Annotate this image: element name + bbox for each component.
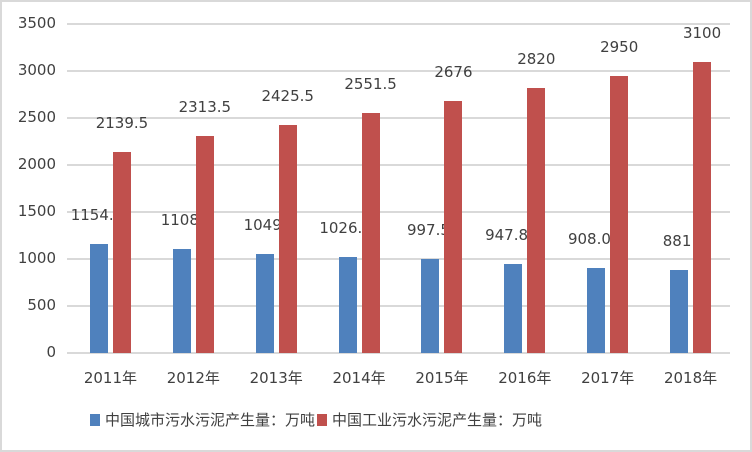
data-label: 2313.5 bbox=[178, 97, 232, 116]
data-label: 908.07 bbox=[567, 229, 621, 248]
legend-swatch-urban-icon bbox=[90, 413, 100, 426]
y-tick-label: 2000 bbox=[17, 155, 56, 173]
x-tick-label: 2012年 bbox=[166, 369, 220, 387]
y-tick-label: 2500 bbox=[17, 108, 56, 126]
data-label: 2425.5 bbox=[261, 87, 314, 105]
data-label: 881 bbox=[662, 232, 692, 251]
legend-item-industrial[interactable]: 中国工业污水污泥产生量：万吨 bbox=[317, 409, 542, 430]
legend-item-urban[interactable]: 中国城市污水污泥产生量：万吨 bbox=[90, 409, 315, 430]
bar-urban[interactable] bbox=[587, 267, 606, 353]
y-tick-label: 0 bbox=[46, 343, 56, 361]
data-label: 2676 bbox=[434, 63, 473, 82]
legend-swatch-industrial-icon bbox=[317, 413, 328, 426]
gridline bbox=[67, 117, 730, 119]
gridline bbox=[67, 305, 730, 307]
gridline bbox=[67, 211, 730, 213]
bar-industrial[interactable] bbox=[195, 135, 214, 353]
gridline bbox=[67, 352, 730, 354]
x-tick-label: 2016年 bbox=[498, 369, 552, 387]
data-label: 2551.5 bbox=[344, 75, 397, 94]
bar-urban[interactable] bbox=[338, 256, 357, 353]
data-label: 1108 bbox=[160, 210, 199, 229]
bar-industrial[interactable] bbox=[361, 113, 380, 353]
legend-label-urban: 中国城市污水污泥产生量：万吨 bbox=[105, 411, 316, 429]
gridline bbox=[67, 70, 730, 72]
plot-area: 1154.5 2139.5 1108 2313.5 1049 2425.5 1026.5 25… bbox=[67, 23, 730, 354]
data-label: 3100 bbox=[682, 23, 722, 42]
legend: 中国城市污水污泥产生量：万吨 中国工业污水污泥产生量：万吨 bbox=[90, 409, 544, 430]
bar-urban[interactable] bbox=[421, 259, 440, 353]
y-tick-label: 1000 bbox=[17, 249, 56, 267]
x-tick-label: 2013年 bbox=[249, 369, 303, 387]
bar-urban[interactable] bbox=[255, 254, 274, 353]
bar-industrial[interactable] bbox=[610, 75, 629, 353]
x-tick-label: 2018年 bbox=[663, 369, 718, 387]
bar-urban[interactable] bbox=[89, 244, 108, 353]
data-label: 1049 bbox=[243, 216, 282, 235]
gridline bbox=[67, 258, 730, 260]
data-label: 947.87 bbox=[485, 225, 538, 244]
y-tick-label: 1500 bbox=[17, 202, 56, 220]
y-tick-label: 3500 bbox=[17, 14, 56, 32]
data-label: 1026.5 bbox=[319, 218, 372, 237]
data-label: 2950 bbox=[600, 37, 639, 56]
bar-industrial[interactable] bbox=[444, 101, 463, 353]
bar-urban[interactable] bbox=[504, 263, 523, 353]
x-tick-label: 2011年 bbox=[83, 369, 138, 387]
data-label: 997.5 bbox=[406, 221, 450, 240]
bar-industrial[interactable] bbox=[527, 87, 546, 353]
legend-label-industrial: 中国工业污水污泥产生量：万吨 bbox=[332, 411, 543, 429]
x-tick-label: 2017年 bbox=[581, 369, 635, 387]
data-label: 2820 bbox=[517, 49, 556, 68]
bar-industrial[interactable] bbox=[112, 151, 131, 353]
bar-urban[interactable] bbox=[172, 248, 191, 353]
bar-industrial[interactable] bbox=[693, 61, 712, 353]
x-tick-label: 2014年 bbox=[332, 369, 386, 387]
y-tick-label: 3000 bbox=[17, 61, 56, 79]
gridline bbox=[67, 164, 730, 166]
bar-urban[interactable] bbox=[670, 270, 689, 353]
y-tick-label: 500 bbox=[27, 296, 56, 314]
gridline bbox=[67, 23, 730, 25]
data-label: 2139.5 bbox=[95, 113, 149, 132]
x-tick-label: 2015年 bbox=[415, 369, 469, 387]
data-label: 1154.5 bbox=[70, 206, 124, 225]
bar-industrial[interactable] bbox=[278, 125, 297, 353]
